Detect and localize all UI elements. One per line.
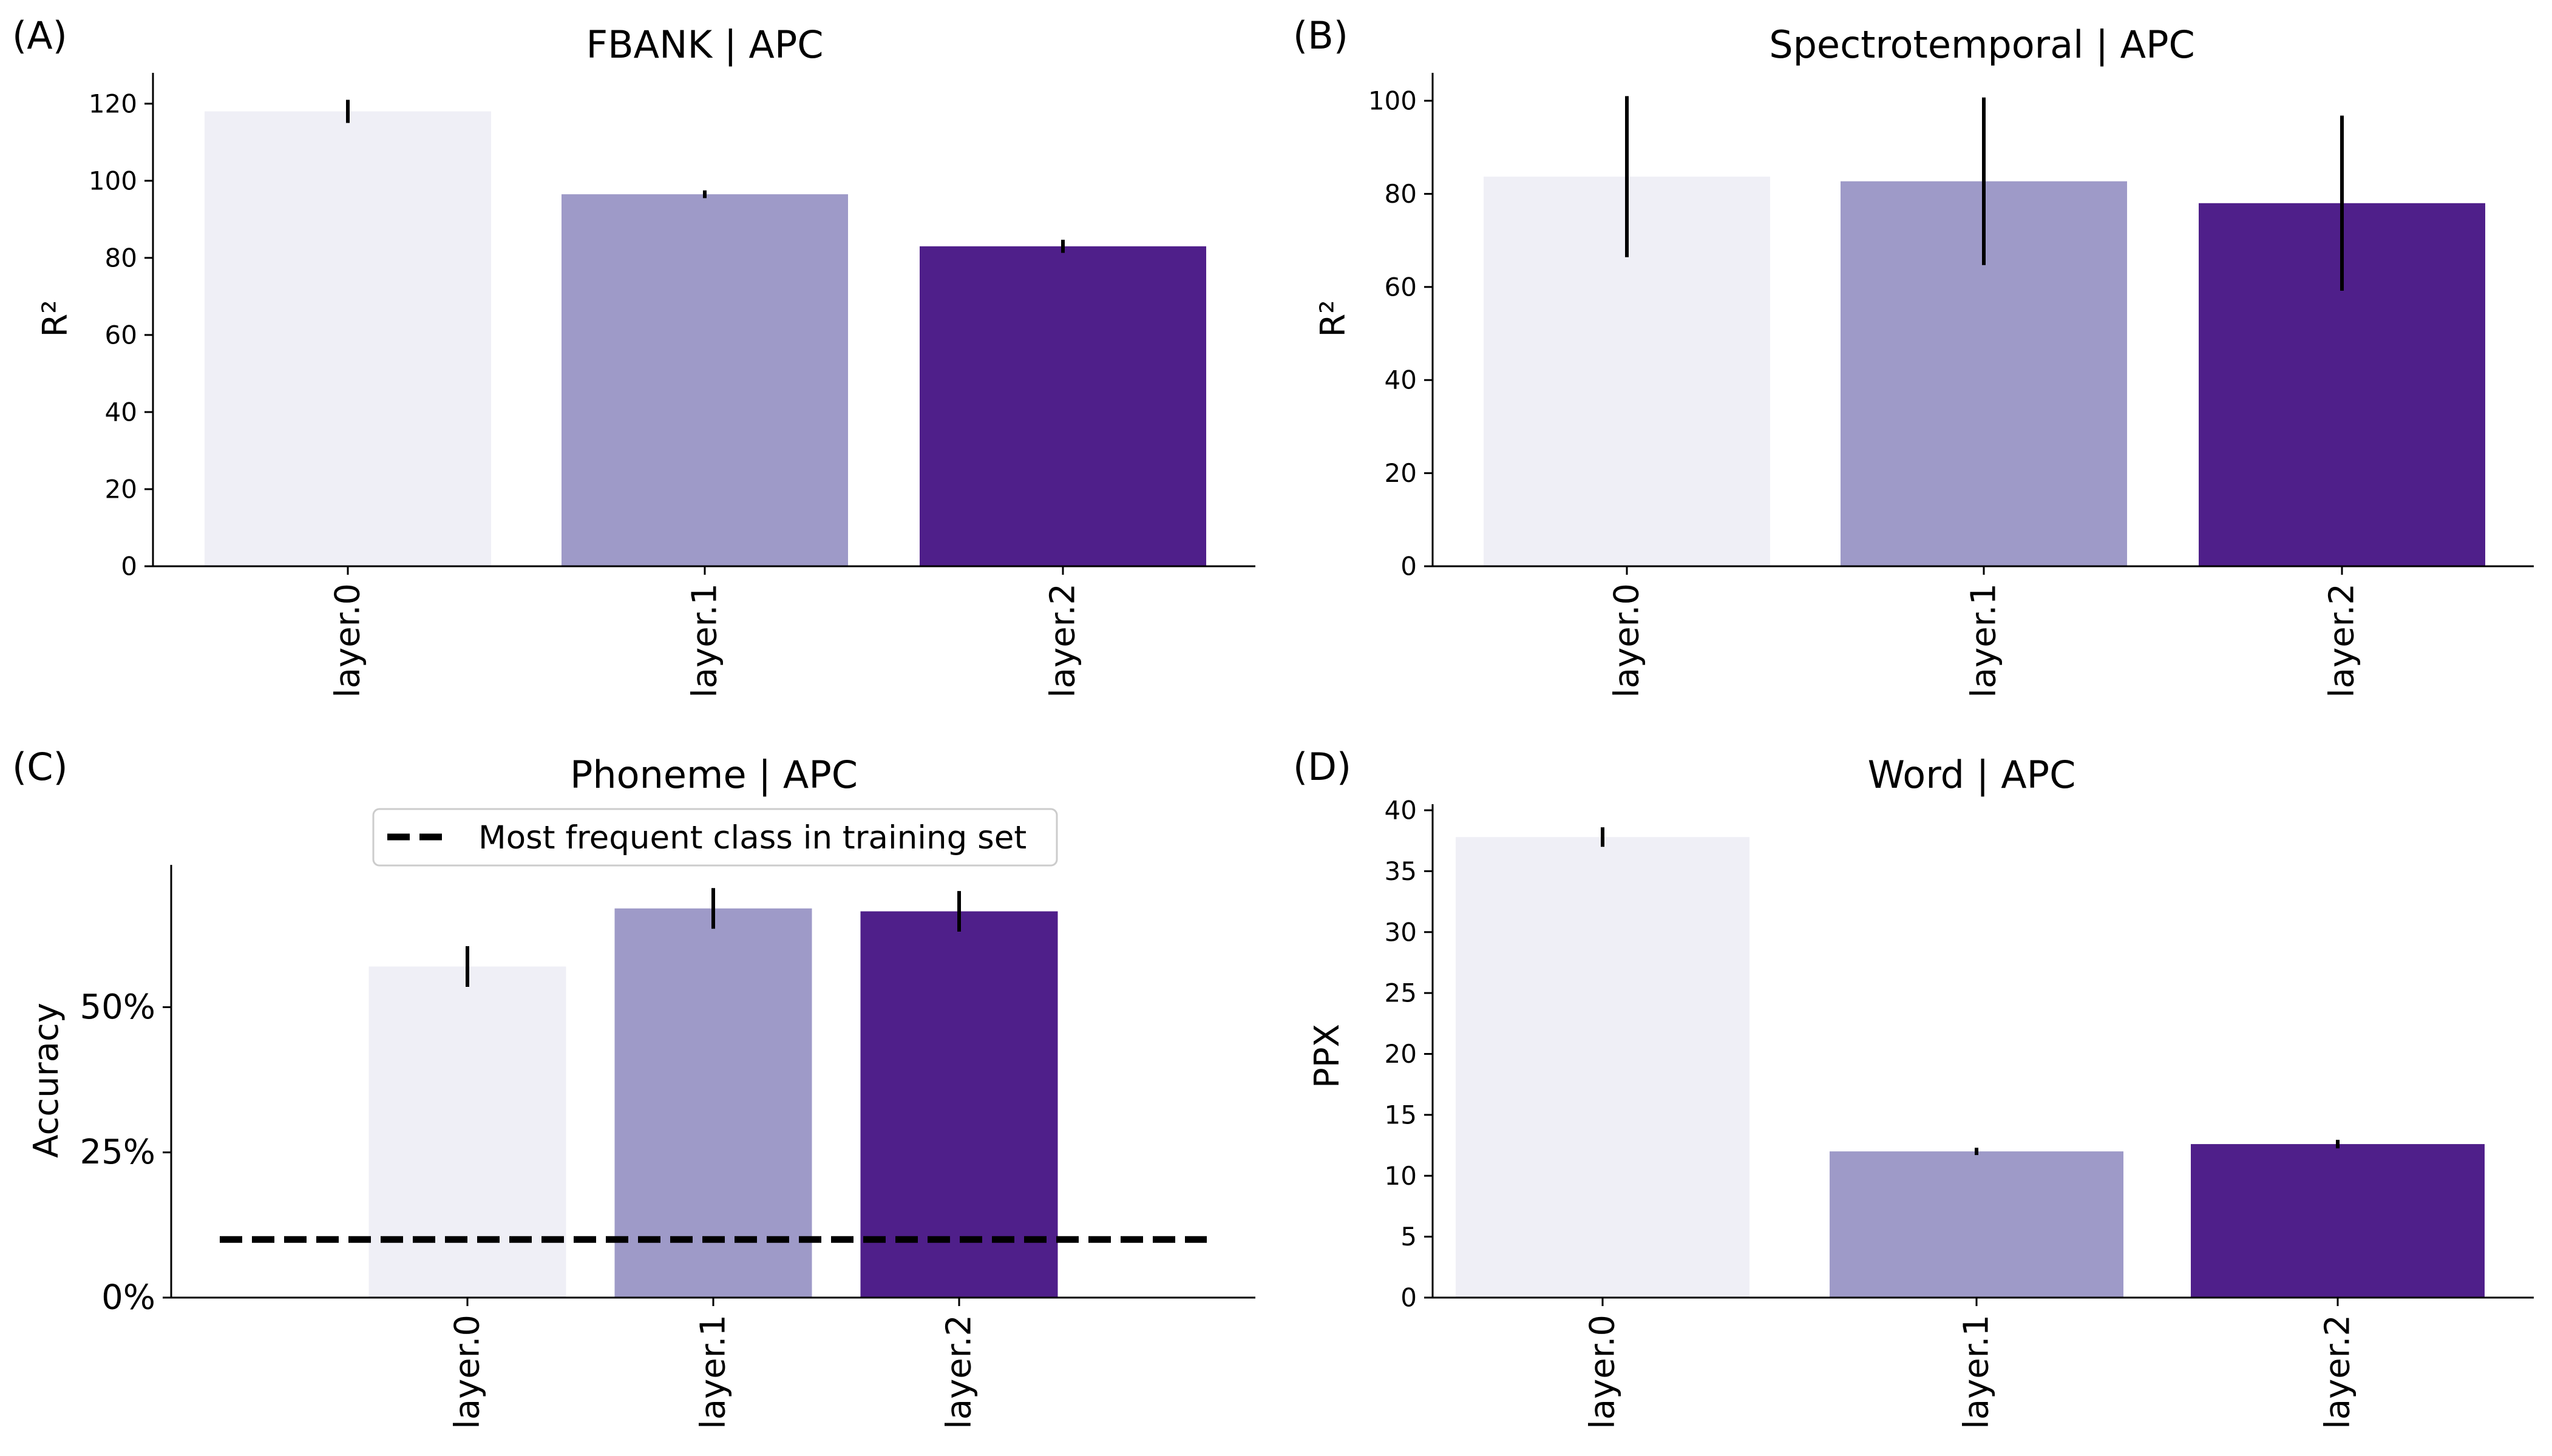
- panel-title: Spectrotemporal | APC: [1769, 22, 2195, 67]
- y-tick-label: 15: [1385, 1100, 1417, 1129]
- y-tick-label: 25: [1385, 978, 1417, 1008]
- y-tick-label: 60: [105, 320, 137, 350]
- bars: [1484, 177, 2485, 566]
- y-tick-label: 40: [1385, 796, 1417, 825]
- axes: [152, 73, 1255, 567]
- bar: [920, 246, 1206, 566]
- panel-b: (B) Spectrotemporal | APC R² 0 20 40 60 80 10…: [1293, 13, 2534, 698]
- y-tick-label: 50%: [80, 987, 155, 1027]
- x-tick-label: layer.0: [1583, 1315, 1623, 1429]
- axes: [1431, 73, 2534, 567]
- y-axis-label: R²: [1314, 300, 1353, 337]
- y-ticks: 0% 25% 50%: [80, 987, 171, 1318]
- y-tick-label: 100: [89, 166, 137, 195]
- y-tick-label: 0: [121, 552, 137, 581]
- x-tick-label: layer.2: [1044, 583, 1083, 698]
- x-tick-label: layer.1: [685, 583, 725, 698]
- y-tick-label: 40: [105, 397, 137, 427]
- y-tick-label: 60: [1385, 272, 1417, 302]
- x-ticks: layer.0 layer.1 layer.2: [1583, 1298, 2358, 1429]
- y-tick-label: 120: [89, 89, 137, 118]
- y-ticks: 0 5 10 15 20 25 30 35 40: [1385, 796, 1433, 1313]
- bar: [368, 966, 566, 1298]
- y-tick-label: 100: [1368, 86, 1417, 116]
- x-tick-label: layer.2: [2318, 1315, 2358, 1429]
- x-tick-label: layer.2: [2323, 583, 2362, 698]
- y-tick-label: 10: [1385, 1161, 1417, 1191]
- panel-a: (A) FBANK | APC R² 0 20 40 60 80 100 120 layer…: [12, 13, 1255, 698]
- x-tick-label: layer.0: [448, 1315, 487, 1429]
- panel-title: Phoneme | APC: [570, 753, 858, 797]
- legend-label: Most frequent class in training set: [478, 819, 1027, 856]
- y-ticks: 0 20 40 60 80 100 120: [89, 89, 153, 581]
- y-tick-label: 0: [1400, 1283, 1417, 1313]
- y-tick-label: 0: [1400, 552, 1417, 581]
- y-axis-label: PPX: [1308, 1024, 1347, 1088]
- y-tick-label: 20: [1385, 1039, 1417, 1069]
- bar: [1830, 1151, 2123, 1298]
- y-tick-label: 35: [1385, 856, 1417, 886]
- bar: [860, 911, 1058, 1298]
- y-axis-label: R²: [36, 300, 75, 337]
- x-tick-label: layer.0: [328, 583, 368, 698]
- panel-letter: (B): [1293, 13, 1348, 58]
- y-tick-label: 20: [1385, 458, 1417, 488]
- y-tick-label: 30: [1385, 917, 1417, 947]
- error-bars: [466, 888, 961, 987]
- y-tick-label: 80: [105, 243, 137, 273]
- y-tick-label: 0%: [101, 1278, 155, 1318]
- bars: [1456, 837, 2485, 1298]
- panel-letter: (C): [12, 745, 68, 789]
- x-tick-label: layer.1: [1964, 583, 2004, 698]
- bar: [614, 908, 812, 1298]
- x-tick-label: layer.2: [940, 1315, 979, 1429]
- panel-letter: (D): [1293, 745, 1351, 789]
- x-ticks: layer.0 layer.1 layer.2: [328, 566, 1083, 698]
- bar: [205, 111, 491, 566]
- axes: [1431, 804, 2534, 1299]
- y-tick-label: 40: [1385, 365, 1417, 395]
- y-ticks: 0 20 40 60 80 100: [1368, 86, 1433, 581]
- x-ticks: layer.0 layer.1 layer.2: [448, 1298, 979, 1429]
- error-bars: [1625, 96, 2344, 291]
- y-tick-label: 80: [1385, 179, 1417, 209]
- legend: Most frequent class in training set: [372, 808, 1058, 867]
- bar: [1456, 837, 1749, 1298]
- bar: [2191, 1144, 2485, 1298]
- panel-title: Word | APC: [1868, 753, 2076, 797]
- y-tick-label: 20: [105, 474, 137, 504]
- x-tick-label: layer.1: [1957, 1315, 1997, 1429]
- error-bars: [1601, 827, 2340, 1156]
- y-axis-label: Accuracy: [27, 1003, 66, 1158]
- bar: [562, 194, 848, 566]
- y-tick-label: 5: [1400, 1222, 1417, 1251]
- bars: [205, 111, 1206, 566]
- legend-frame: [372, 808, 1058, 867]
- error-bars: [346, 100, 1065, 253]
- panel-title: FBANK | APC: [586, 22, 823, 67]
- panel-c: (C) Phoneme | APC Accuracy Most frequent…: [12, 745, 1255, 1429]
- y-tick-label: 25%: [80, 1133, 155, 1172]
- x-tick-label: layer.0: [1607, 583, 1647, 698]
- x-tick-label: layer.1: [694, 1315, 733, 1429]
- panel-letter: (A): [12, 13, 67, 58]
- panel-d: (D) Word | APC PPX 0 5 10 15 20 25 30 35 40 laye…: [1293, 745, 2534, 1429]
- x-ticks: layer.0 layer.1 layer.2: [1607, 566, 2362, 698]
